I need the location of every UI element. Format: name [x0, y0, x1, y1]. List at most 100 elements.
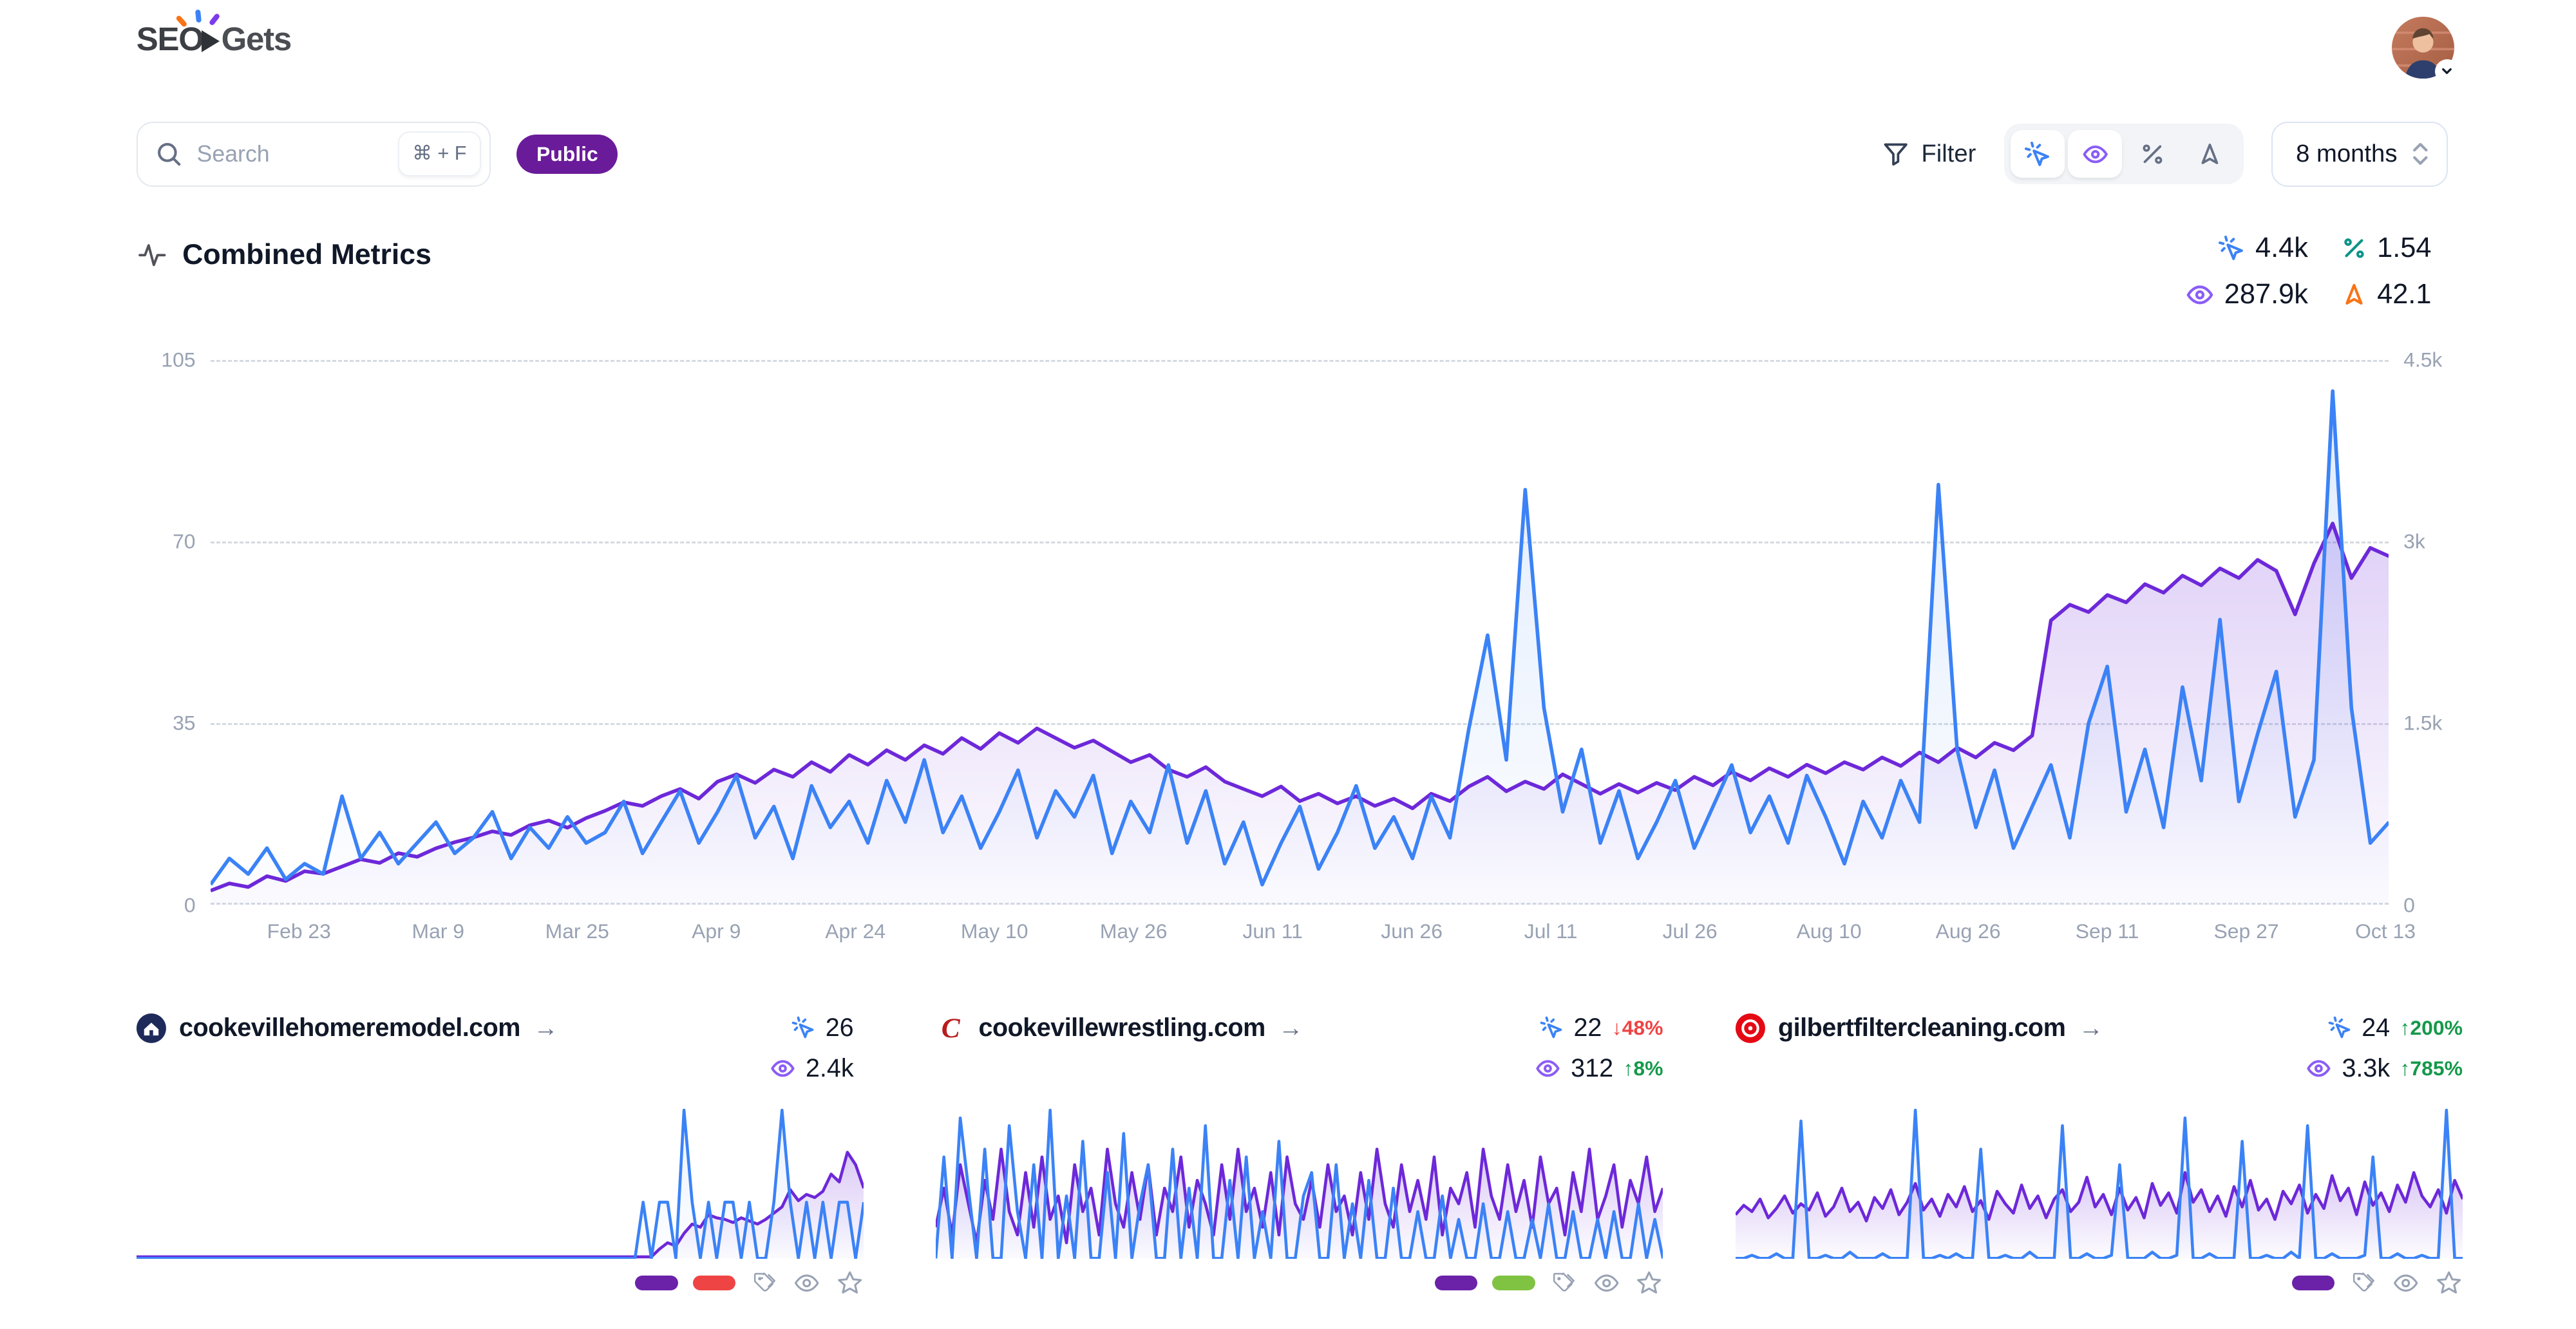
y-axis-left: 0 35 70 105	[137, 348, 211, 916]
card-footer	[936, 1270, 1663, 1296]
site-cards: cookevillehomeremodel.com → 26 2.4k	[0, 954, 2576, 1329]
metric-clicks: 4.4k	[2217, 232, 2308, 264]
views-value: 312	[1571, 1053, 1614, 1082]
spark-cookevillewrestling-svg	[936, 1102, 1663, 1259]
cursor-click-icon	[791, 1016, 814, 1039]
tag-pill[interactable]	[1492, 1276, 1535, 1291]
tag-pill[interactable]	[1434, 1276, 1478, 1291]
toggle-clicks[interactable]	[2010, 130, 2065, 178]
metric-ctr: 1.54	[2341, 232, 2432, 264]
filter-button[interactable]: Filter	[1882, 140, 1976, 168]
combined-svg	[210, 360, 2389, 905]
site-sparkline-chart[interactable]	[1735, 1102, 2463, 1259]
x-axis-label: Jul 26	[1662, 919, 1718, 943]
brand-logo-seo: SEO	[136, 20, 204, 57]
site-sparkline-chart[interactable]	[136, 1102, 864, 1259]
y-axis-label: 1.5k	[2403, 711, 2443, 735]
ctr-value: 1.54	[2377, 232, 2432, 264]
eye-icon	[2307, 1060, 2331, 1077]
site-favicon-badge-icon	[1735, 1013, 1765, 1043]
tags-icon[interactable]	[1549, 1269, 1577, 1297]
date-range-select[interactable]: 8 months	[2271, 121, 2448, 187]
tags-icon[interactable]	[750, 1269, 778, 1297]
toggle-ctr[interactable]	[2125, 130, 2179, 178]
site-link[interactable]: cookevillehomeremodel.com →	[136, 1013, 558, 1043]
impressions-area	[210, 523, 2389, 905]
site-views: 312 ↑8%	[1535, 1054, 1663, 1083]
site-card-cookevillewrestling: C cookevillewrestling.com → 22 ↓48% 312 …	[936, 1013, 1663, 1296]
y-axis-label: 70	[173, 529, 196, 553]
impressions-area	[1735, 1173, 2463, 1259]
y-axis-label: 4.5k	[2403, 348, 2443, 372]
site-views: 2.4k	[770, 1054, 864, 1083]
x-axis-label: Feb 23	[267, 919, 331, 943]
section-title-text: Combined Metrics	[182, 239, 431, 271]
y-axis-right: 0 1.5k 3k 4.5k	[2389, 348, 2463, 916]
x-axis-label: Sep 11	[2075, 919, 2139, 943]
toggle-position[interactable]	[2183, 130, 2237, 178]
eye-icon[interactable]	[793, 1269, 820, 1297]
tags-icon[interactable]	[2349, 1269, 2377, 1297]
clicks-value: 4.4k	[2255, 232, 2308, 264]
tag-pills	[635, 1276, 736, 1291]
percent-icon	[2143, 144, 2163, 164]
clicks-line	[211, 391, 2389, 884]
x-axis-label: Aug 26	[1935, 919, 2001, 943]
site-domain: cookevillehomeremodel.com	[179, 1013, 520, 1042]
site-favicon-house-icon	[136, 1013, 166, 1043]
combined-chart[interactable]: 0 35 70 105 0 1.5k 3k 4.5k	[0, 310, 2576, 916]
date-range-value: 8 months	[2296, 140, 2398, 168]
eye-icon[interactable]	[2392, 1269, 2420, 1297]
search-input[interactable]	[193, 139, 381, 169]
site-metrics: 22 ↓48% 312 ↑8%	[1535, 1013, 1663, 1083]
x-axis-label: Jul 11	[1524, 919, 1578, 943]
user-avatar[interactable]	[2392, 16, 2459, 84]
star-icon[interactable]	[1635, 1269, 1663, 1297]
brand-logo-gets: Gets	[221, 20, 292, 57]
site-sparkline-chart[interactable]	[936, 1102, 1663, 1259]
spark-cookevillehomeremodel-svg	[136, 1102, 864, 1259]
x-axis-label: Apr 9	[692, 919, 741, 943]
x-axis-label: Oct 13	[2355, 919, 2416, 943]
toggle-impressions[interactable]	[2068, 130, 2123, 178]
x-axis-label: Mar 9	[412, 919, 465, 943]
site-domain: gilbertfiltercleaning.com	[1778, 1013, 2066, 1042]
tag-pills	[2291, 1276, 2334, 1291]
chart-plot-area[interactable]	[210, 359, 2389, 905]
cursor-click-icon	[1540, 1016, 1562, 1039]
funnel-icon	[1884, 143, 1908, 165]
arrow-right-icon: →	[2078, 1013, 2103, 1042]
star-icon[interactable]	[836, 1269, 864, 1297]
x-axis-label: Apr 24	[825, 919, 886, 943]
tag-pill[interactable]	[692, 1276, 736, 1291]
metric-position: 42.1	[2341, 279, 2431, 310]
site-link[interactable]: gilbertfiltercleaning.com →	[1735, 1013, 2103, 1043]
impressions-line	[936, 1149, 1663, 1243]
tag-pill[interactable]	[2291, 1276, 2334, 1291]
position-arrow-icon	[2345, 284, 2363, 305]
views-value: 2.4k	[805, 1053, 854, 1082]
eye-icon[interactable]	[1593, 1269, 1620, 1297]
impressions-value: 287.9k	[2224, 279, 2308, 310]
tag-pill[interactable]	[635, 1276, 678, 1291]
search-box[interactable]: ⌘ + F	[136, 121, 491, 187]
arrow-right-icon: →	[533, 1013, 558, 1042]
y-axis-label: 0	[2403, 893, 2415, 916]
site-link[interactable]: C cookevillewrestling.com →	[936, 1013, 1303, 1044]
clicks-delta: ↑200%	[2400, 1015, 2463, 1039]
brand-logo[interactable]: SEO Gets	[136, 9, 292, 58]
clicks-delta: ↓48%	[1611, 1015, 1663, 1039]
card-footer	[1736, 1270, 2463, 1296]
gridline	[210, 723, 2389, 726]
public-badge[interactable]: Public	[516, 134, 618, 174]
clicks-value: 26	[825, 1013, 854, 1042]
x-axis-label: May 26	[1099, 919, 1168, 943]
search-shortcut-badge: ⌘ + F	[397, 131, 481, 176]
site-metrics: 24 ↑200% 3.3k ↑785%	[2306, 1013, 2463, 1083]
clicks-line	[936, 1110, 1663, 1258]
confetti-icon	[175, 9, 229, 30]
metric-impressions: 287.9k	[2185, 279, 2308, 310]
eye-icon	[2186, 285, 2213, 305]
star-icon[interactable]	[2435, 1269, 2463, 1297]
